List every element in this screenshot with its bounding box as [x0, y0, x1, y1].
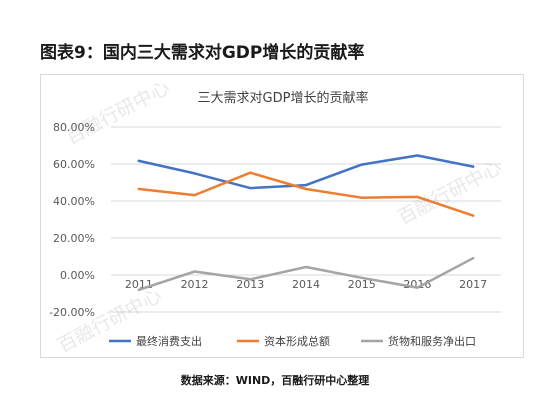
legend-label-3: 货物和服务净出口 — [388, 334, 476, 348]
data-point — [471, 214, 475, 217]
data-point — [304, 265, 308, 269]
y-tick-label: 40.00% — [53, 195, 95, 208]
data-point — [471, 165, 475, 168]
data-point — [137, 187, 141, 191]
series-line-2 — [137, 171, 475, 217]
x-tick-label: 2013 — [236, 278, 264, 291]
data-point — [249, 186, 252, 190]
line-chart: 三大需求对GDP增长的贡献率 80.00% 60.00% 40.00% 20.00% 0.… — [49, 90, 501, 348]
chart-panel: 三大需求对GDP增长的贡献率 80.00% 60.00% 40.00% 20.00% 0.… — [40, 74, 524, 358]
data-point — [193, 172, 196, 175]
figure-title: 图表9：国内三大需求对GDP增长的贡献率 — [40, 43, 365, 63]
data-point — [249, 171, 252, 174]
y-tick-label: 20.00% — [53, 232, 95, 245]
data-point — [193, 193, 196, 197]
data-point — [137, 159, 141, 163]
legend-label-2: 资本形成总额 — [264, 334, 330, 348]
x-tick-label: 2014 — [292, 278, 320, 291]
x-tick-label: 2016 — [403, 278, 431, 291]
legend-label-1: 最终消费支出 — [136, 334, 202, 348]
y-tick-label: 0.00% — [60, 269, 95, 282]
x-tick-label: 2012 — [181, 278, 209, 291]
chart-title: 三大需求对GDP增长的贡献率 — [198, 90, 369, 106]
data-point — [137, 288, 141, 291]
data-point — [360, 276, 363, 279]
data-point — [193, 270, 196, 273]
data-point — [416, 154, 419, 157]
data-point — [249, 278, 252, 281]
y-tick-label: 80.00% — [53, 121, 95, 134]
y-tick-label: 60.00% — [53, 158, 95, 171]
data-point — [416, 195, 419, 199]
data-point — [360, 196, 363, 199]
y-tick-label: -20.00% — [49, 306, 95, 319]
data-point — [304, 183, 308, 187]
data-point — [471, 256, 475, 260]
data-point — [304, 187, 308, 191]
x-tick-label: 2015 — [348, 278, 376, 291]
series-line-1 — [137, 154, 475, 190]
x-tick-label: 2017 — [459, 278, 487, 291]
data-point — [416, 286, 419, 289]
source-note: 数据来源：WIND，百融行研中心整理 — [180, 374, 370, 387]
data-point — [360, 163, 363, 166]
